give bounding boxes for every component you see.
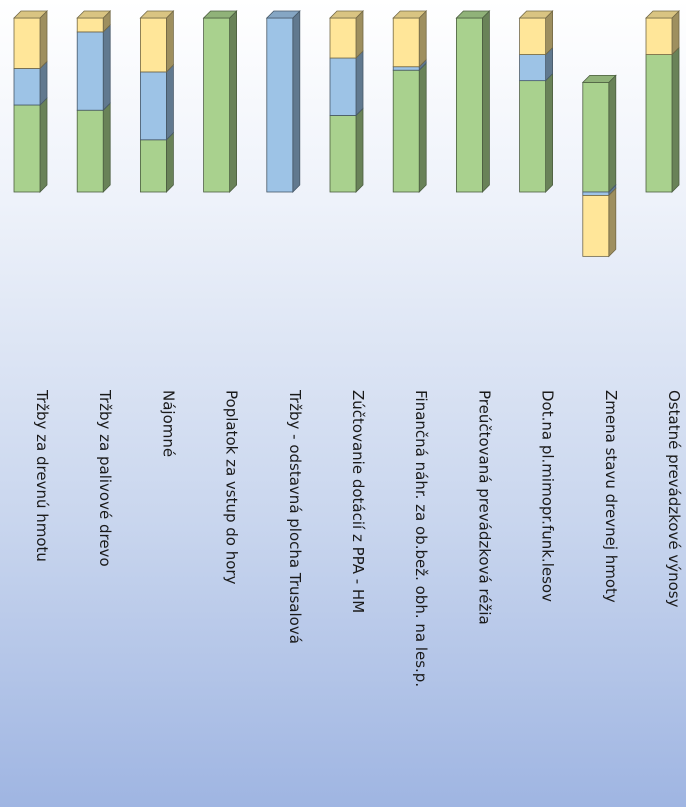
bar-group bbox=[581, 74, 617, 258]
category-label: Ostatné prevádzkové výnosy bbox=[665, 390, 683, 608]
bar-segment bbox=[392, 69, 420, 193]
bar-segment bbox=[392, 66, 420, 71]
bar-group bbox=[139, 10, 175, 193]
bar-segment-side bbox=[39, 97, 48, 193]
bar-segment-side bbox=[355, 107, 364, 193]
bar-segment bbox=[519, 80, 546, 193]
bar-group bbox=[455, 10, 491, 193]
bar-top bbox=[265, 10, 301, 19]
bar-segment bbox=[139, 17, 167, 73]
bar-segment-side bbox=[355, 50, 364, 117]
bar-segment-side bbox=[418, 10, 427, 68]
bar-segment bbox=[13, 68, 41, 106]
bar-group bbox=[329, 10, 364, 193]
category-label: Zúčtovanie dotácií z PPA - HM bbox=[349, 390, 367, 613]
bar-top bbox=[139, 10, 175, 19]
bar-segment bbox=[76, 31, 104, 111]
bar-segment-side bbox=[102, 102, 111, 193]
bar-segment bbox=[645, 54, 673, 193]
bar-group bbox=[202, 10, 238, 193]
bar-segment bbox=[455, 17, 483, 193]
bar-segment-side bbox=[671, 46, 680, 193]
bar-top bbox=[581, 74, 617, 83]
bar-group bbox=[392, 10, 428, 193]
bar-segment bbox=[203, 17, 231, 193]
bar-segment-side bbox=[608, 74, 617, 193]
category-label: Tržby za palivové drevo bbox=[96, 389, 114, 567]
bar-top bbox=[455, 10, 491, 19]
bar-segment-side bbox=[608, 187, 617, 258]
bar-segment bbox=[139, 71, 167, 141]
bar-segment bbox=[582, 195, 610, 257]
bar-segment-side bbox=[39, 10, 48, 70]
bar-segment bbox=[519, 54, 546, 82]
bar-segment bbox=[13, 17, 41, 69]
category-label: Tržby - odstavná plocha Trusalová bbox=[286, 389, 304, 644]
category-label: Preúčtovaná prevádzková réžia bbox=[475, 390, 493, 625]
bar-segment-side bbox=[671, 10, 680, 56]
bar-segment-side bbox=[355, 10, 364, 59]
bar-segment bbox=[266, 17, 294, 193]
bar-segment-side bbox=[102, 23, 111, 112]
bar-segment bbox=[76, 17, 104, 33]
bar-group bbox=[518, 10, 554, 193]
bar-group bbox=[265, 10, 301, 193]
bar-top bbox=[392, 10, 428, 19]
bar-top bbox=[202, 10, 238, 19]
category-label: Dot.na pl.mimopr.funk.lesov bbox=[539, 390, 557, 602]
category-label: Poplatok za vstup do hory bbox=[223, 390, 241, 585]
category-label: Finančná náhr. za ob.bež. obh. na les.p. bbox=[412, 390, 430, 687]
bar-segment-side bbox=[165, 131, 174, 193]
bar-segment-side bbox=[39, 60, 48, 106]
bar-segment-side bbox=[418, 62, 427, 193]
bar-segment-side bbox=[481, 10, 490, 193]
bar-segment bbox=[139, 139, 167, 193]
bar-segment-side bbox=[165, 63, 174, 141]
bar-segment bbox=[329, 17, 357, 59]
category-label: Zmena stavu drevnej hmoty bbox=[602, 390, 620, 603]
bar-segment bbox=[329, 57, 357, 116]
bar-segment-side bbox=[292, 10, 301, 193]
bar-group bbox=[76, 10, 112, 193]
bar-top bbox=[76, 10, 112, 19]
bar-segment bbox=[645, 17, 673, 55]
bar-segment-side bbox=[545, 72, 553, 193]
bar-group bbox=[645, 10, 680, 193]
bar-segment bbox=[519, 17, 546, 55]
bar-segment bbox=[392, 17, 420, 68]
bar-segment-side bbox=[229, 10, 238, 193]
bar-segment bbox=[76, 109, 104, 193]
bar-segment bbox=[329, 115, 357, 193]
bar-group bbox=[13, 10, 48, 193]
bar-top bbox=[645, 10, 680, 19]
category-label: Tržby za drevnú hmotu bbox=[33, 389, 51, 562]
bar-top bbox=[518, 10, 554, 19]
bar-top bbox=[13, 10, 48, 19]
bar-segment bbox=[13, 104, 41, 193]
bar-segment-side bbox=[165, 10, 174, 73]
bar-segment bbox=[582, 191, 610, 196]
bar-segment-side bbox=[545, 10, 553, 56]
bar-top bbox=[329, 10, 364, 19]
category-label: Nájomné bbox=[159, 390, 177, 457]
bar-segment bbox=[582, 81, 610, 193]
